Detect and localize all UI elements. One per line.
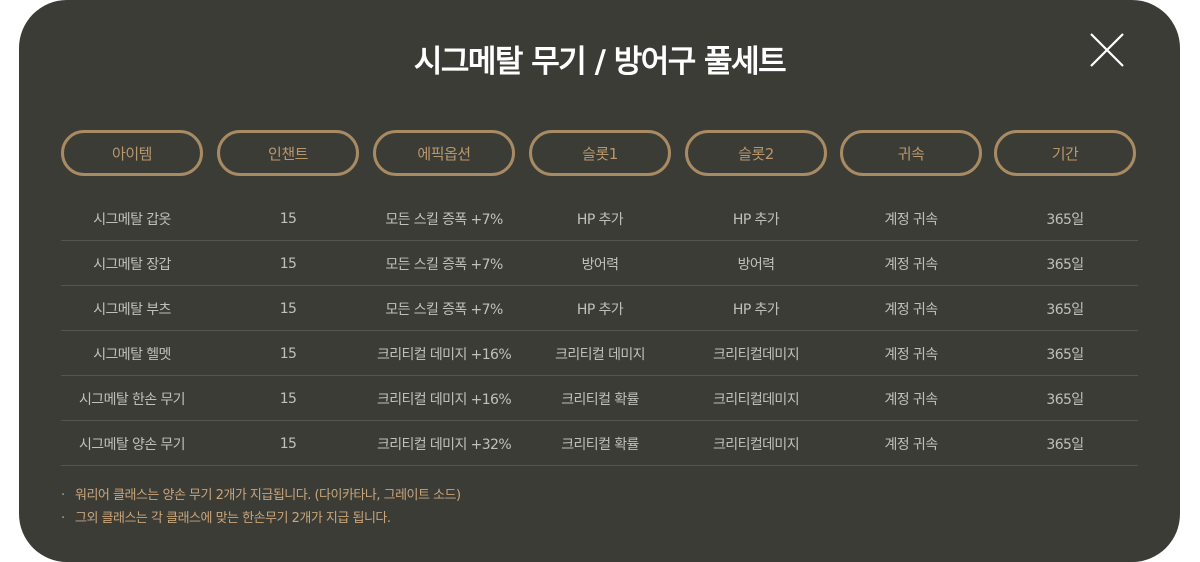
cell-enchant: 15 [217,241,359,286]
cell-period: 365일 [994,196,1136,241]
cell-bind: 계정 귀속 [840,331,982,376]
cell-item: 시그메탈 헬멧 [61,331,203,376]
cell-item: 시그메탈 한손 무기 [61,376,203,421]
cell-slot1: HP 추가 [529,196,671,241]
cell-epic-option: 크리티컬 데미지 +16% [373,376,515,421]
cell-slot1: 방어력 [529,241,671,286]
note-text: 워리어 클래스는 양손 무기 2개가 지급됩니다. (다이카타나, 그레이트 소… [75,488,461,503]
cell-item: 시그메탈 부츠 [61,286,203,331]
cell-epic-option: 모든 스킬 증폭 +7% [373,286,515,331]
cell-enchant: 15 [217,421,359,466]
cell-epic-option: 모든 스킬 증폭 +7% [373,241,515,286]
header-epic-option: 에픽옵션 [373,130,515,176]
header-slot1: 슬롯1 [529,130,671,176]
table-row: 시그메탈 양손 무기 15 크리티컬 데미지 +32% 크리티컬 확률 크리티컬… [61,421,1138,466]
cell-bind: 계정 귀속 [840,241,982,286]
notes: · 워리어 클래스는 양손 무기 2개가 지급됩니다. (다이카타나, 그레이트… [61,484,461,530]
cell-slot2: 방어력 [685,241,827,286]
note-item: · 워리어 클래스는 양손 무기 2개가 지급됩니다. (다이카타나, 그레이트… [61,484,461,507]
cell-epic-option: 모든 스킬 증폭 +7% [373,196,515,241]
cell-epic-option: 크리티컬 데미지 +32% [373,421,515,466]
cell-bind: 계정 귀속 [840,421,982,466]
cell-period: 365일 [994,286,1136,331]
bullet: · [61,484,65,507]
modal: 시그메탈 무기 / 방어구 풀세트 아이템 인챈트 에픽옵션 슬롯1 슬롯2 귀… [19,0,1180,562]
cell-item: 시그메탈 장갑 [61,241,203,286]
cell-slot1: 크리티컬 확률 [529,376,671,421]
table-row: 시그메탈 갑옷 15 모든 스킬 증폭 +7% HP 추가 HP 추가 계정 귀… [61,196,1138,241]
cell-slot1: 크리티컬 데미지 [529,331,671,376]
cell-slot1: HP 추가 [529,286,671,331]
cell-bind: 계정 귀속 [840,376,982,421]
cell-slot2: 크리티컬데미지 [685,421,827,466]
header-item: 아이템 [61,130,203,176]
bullet: · [61,507,65,530]
cell-slot1: 크리티컬 확률 [529,421,671,466]
cell-enchant: 15 [217,331,359,376]
cell-enchant: 15 [217,196,359,241]
cell-period: 365일 [994,241,1136,286]
header-bind: 귀속 [840,130,982,176]
table-row: 시그메탈 부츠 15 모든 스킬 증폭 +7% HP 추가 HP 추가 계정 귀… [61,286,1138,331]
cell-period: 365일 [994,421,1136,466]
header-period: 기간 [994,130,1136,176]
row-divider [61,465,1138,466]
header-enchant: 인챈트 [217,130,359,176]
cell-item: 시그메탈 갑옷 [61,196,203,241]
cell-enchant: 15 [217,286,359,331]
note-item: · 그외 클래스는 각 클래스에 맞는 한손무기 2개가 지급 됩니다. [61,507,461,530]
cell-slot2: 크리티컬데미지 [685,331,827,376]
cell-period: 365일 [994,331,1136,376]
cell-item: 시그메탈 양손 무기 [61,421,203,466]
cell-slot2: HP 추가 [685,286,827,331]
cell-bind: 계정 귀속 [840,196,982,241]
header-slot2: 슬롯2 [685,130,827,176]
cell-epic-option: 크리티컬 데미지 +16% [373,331,515,376]
cell-bind: 계정 귀속 [840,286,982,331]
cell-enchant: 15 [217,376,359,421]
cell-slot2: 크리티컬데미지 [685,376,827,421]
cell-period: 365일 [994,376,1136,421]
table-row: 시그메탈 장갑 15 모든 스킬 증폭 +7% 방어력 방어력 계정 귀속 36… [61,241,1138,286]
table-header: 아이템 인챈트 에픽옵션 슬롯1 슬롯2 귀속 기간 [19,0,1180,180]
note-text: 그외 클래스는 각 클래스에 맞는 한손무기 2개가 지급 됩니다. [75,511,391,526]
table-row: 시그메탈 헬멧 15 크리티컬 데미지 +16% 크리티컬 데미지 크리티컬데미… [61,331,1138,376]
table-row: 시그메탈 한손 무기 15 크리티컬 데미지 +16% 크리티컬 확률 크리티컬… [61,376,1138,421]
cell-slot2: HP 추가 [685,196,827,241]
